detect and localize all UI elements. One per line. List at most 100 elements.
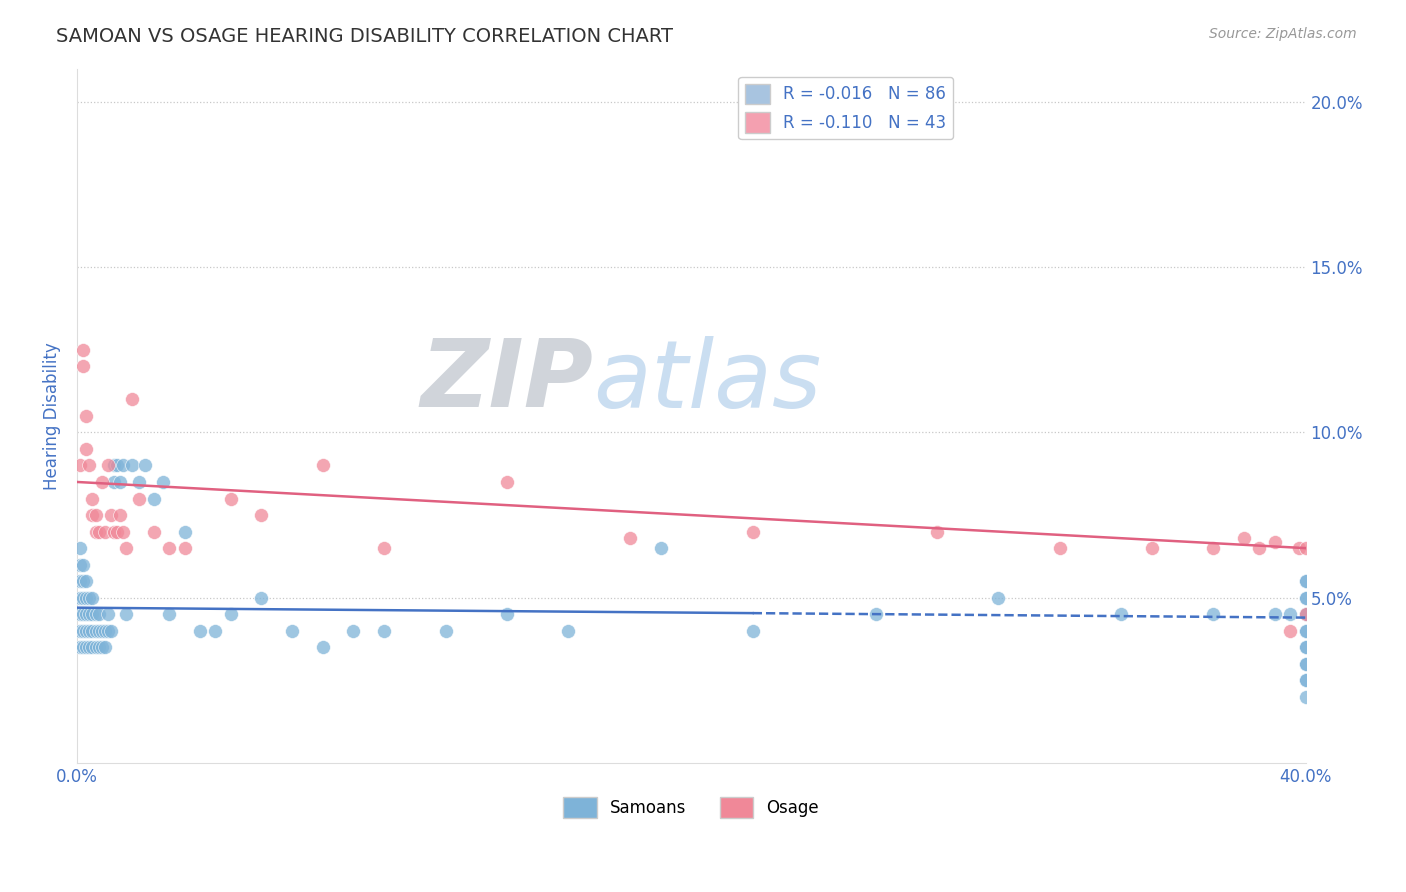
Point [82,607,104,622]
Point [93,640,115,655]
Point [1295,624,1317,638]
Point [157,607,180,622]
Point [79,640,101,655]
Point [72,640,94,655]
Point [1295,607,1317,622]
Point [84,624,107,638]
Point [496,607,519,622]
Point [1295,607,1317,622]
Point [1295,640,1317,655]
Point [69,458,91,473]
Point [121,392,143,407]
Point [82,624,104,638]
Point [72,359,94,374]
Point [84,640,107,655]
Point [112,458,135,473]
Point [1109,607,1132,622]
Point [75,640,97,655]
Point [1295,591,1317,605]
Point [312,458,335,473]
Point [87,640,110,655]
Point [128,475,150,489]
Point [1233,531,1256,545]
Point [75,591,97,605]
Point [373,624,395,638]
Point [1295,541,1317,555]
Point [619,531,641,545]
Point [103,458,125,473]
Point [1288,541,1310,555]
Point [72,574,94,589]
Point [87,524,110,539]
Text: ZIP: ZIP [420,335,593,427]
Point [134,458,156,473]
Point [72,591,94,605]
Point [1295,673,1317,688]
Point [1140,541,1163,555]
Point [79,607,101,622]
Point [434,624,457,638]
Point [75,442,97,456]
Point [219,491,242,506]
Point [90,640,112,655]
Point [84,508,107,522]
Point [1295,690,1317,704]
Point [69,624,91,638]
Point [115,607,138,622]
Point [108,508,131,522]
Point [105,458,128,473]
Point [142,491,165,506]
Point [741,524,763,539]
Point [250,508,273,522]
Point [219,607,242,622]
Point [281,624,304,638]
Point [1295,574,1317,589]
Point [152,475,174,489]
Point [1049,541,1071,555]
Point [75,624,97,638]
Point [79,624,101,638]
Point [93,624,115,638]
Point [72,607,94,622]
Point [79,458,101,473]
Point [1202,541,1225,555]
Point [82,508,104,522]
Point [188,624,211,638]
Point [557,624,579,638]
Point [121,458,143,473]
Point [105,524,128,539]
Point [865,607,887,622]
Point [115,541,138,555]
Point [1295,624,1317,638]
Point [84,524,107,539]
Point [112,524,135,539]
Point [1295,640,1317,655]
Point [72,624,94,638]
Point [82,591,104,605]
Point [69,541,91,555]
Text: SAMOAN VS OSAGE HEARING DISABILITY CORRELATION CHART: SAMOAN VS OSAGE HEARING DISABILITY CORRE… [56,27,673,45]
Point [72,343,94,357]
Point [82,491,104,506]
Point [142,524,165,539]
Point [100,624,122,638]
Point [97,458,120,473]
Point [90,624,112,638]
Point [204,624,226,638]
Point [72,558,94,572]
Point [1202,607,1225,622]
Y-axis label: Hearing Disability: Hearing Disability [44,342,60,490]
Point [75,574,97,589]
Point [97,624,120,638]
Point [84,607,107,622]
Point [128,491,150,506]
Point [987,591,1010,605]
Point [1295,657,1317,671]
Point [250,591,273,605]
Point [97,607,120,622]
Point [90,475,112,489]
Point [69,574,91,589]
Point [69,591,91,605]
Point [1249,541,1271,555]
Point [93,524,115,539]
